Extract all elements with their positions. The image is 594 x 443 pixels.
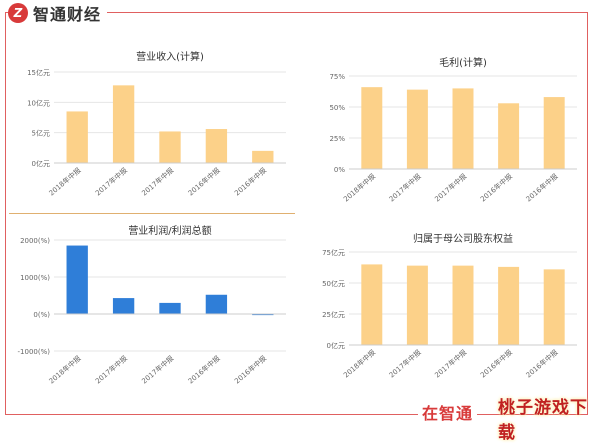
operating-profit-chart: 营业利润/利润总额 -1000(%) 0(%) 1000(%) 2000(%) 2018年…: [10, 220, 295, 390]
bar: [498, 266, 520, 345]
bar: [159, 131, 181, 163]
x-tick-label: 2018年中报: [47, 354, 83, 386]
panel-divider: [9, 213, 295, 214]
chart-title: 毛利(计算): [439, 56, 487, 69]
bar: [159, 302, 181, 314]
bar: [361, 87, 383, 169]
bar: [66, 111, 88, 163]
x-tick-label: 2017年中报: [93, 354, 129, 386]
bar: [543, 97, 565, 169]
y-tick-label: 0%: [334, 166, 345, 174]
x-tick-label: 2017年中报: [93, 166, 129, 198]
gross-margin-chart: 毛利(计算) 0% 25% 50% 75% 2018年中报 2017年中报 2017年中报 20…: [305, 52, 585, 212]
y-tick-label: 50亿元: [322, 279, 345, 288]
brand-logo: Z 智通财经: [8, 2, 108, 24]
y-tick-label: 10亿元: [27, 98, 50, 107]
bar: [112, 85, 135, 163]
bar: [205, 294, 228, 314]
x-tick-label: 2017年中报: [433, 172, 469, 204]
bar: [498, 103, 520, 169]
y-tick-label: 0亿元: [32, 159, 50, 168]
bar: [406, 89, 428, 169]
y-tick-label: 0亿元: [327, 341, 345, 350]
bar: [406, 265, 428, 345]
x-tick-label: 2016年中报: [233, 166, 269, 198]
x-tick-label: 2016年中报: [233, 354, 269, 386]
x-tick-label: 2016年中报: [186, 354, 222, 386]
brand-logo-icon: Z: [8, 3, 28, 23]
bar: [543, 269, 565, 345]
y-tick-label: 15亿元: [27, 68, 50, 77]
operating-profit-chart-svg: 营业利润/利润总额 -1000(%) 0(%) 1000(%) 2000(%) 2018年…: [18, 224, 286, 386]
watermark-text: 桃子游戏下载: [498, 398, 588, 443]
y-tick-label: 75亿元: [322, 248, 345, 257]
x-tick-label: 2017年中报: [433, 348, 469, 380]
equity-chart-svg: 归属于母公司股东权益 0亿元 25亿元 50亿元 75亿元 2018年中报 2017年中报 2…: [322, 232, 577, 380]
x-tick-label: 2016年中报: [524, 348, 560, 380]
y-tick-label: 50%: [329, 104, 345, 112]
chart-title: 营业收入(计算): [136, 50, 204, 63]
x-tick-label: 2017年中报: [387, 172, 423, 204]
x-tick-label: 2017年中报: [140, 166, 176, 198]
x-tick-label: 2017年中报: [387, 348, 423, 380]
x-tick-label: 2018年中报: [342, 172, 378, 204]
bar: [205, 129, 228, 163]
x-tick-label: 2017年中报: [140, 354, 176, 386]
y-tick-label: 2000(%): [20, 237, 50, 245]
bar: [361, 264, 383, 345]
bar: [66, 245, 88, 314]
bar: [112, 298, 135, 314]
y-tick-label: 25%: [329, 135, 345, 143]
x-tick-label: 2016年中报: [478, 172, 514, 204]
x-tick-label: 2016年中报: [478, 348, 514, 380]
chart-title: 营业利润/利润总额: [128, 224, 211, 237]
y-tick-label: 0(%): [33, 311, 50, 319]
footer-slogan: 在智通: [418, 400, 478, 424]
y-tick-label: -1000(%): [18, 348, 51, 356]
y-tick-label: 1000(%): [20, 274, 50, 282]
bar: [252, 150, 274, 163]
x-tick-label: 2016年中报: [186, 166, 222, 198]
x-tick-label: 2018年中报: [47, 166, 83, 198]
chart-title: 归属于母公司股东权益: [413, 232, 513, 245]
bar: [452, 88, 474, 169]
y-tick-label: 25亿元: [322, 310, 345, 319]
y-tick-label: 75%: [329, 73, 345, 81]
x-tick-label: 2018年中报: [342, 348, 378, 380]
bar: [252, 314, 274, 316]
gross-margin-chart-svg: 毛利(计算) 0% 25% 50% 75% 2018年中报 2017年中报 2017年中报 20…: [329, 56, 577, 204]
revenue-chart-svg: 营业收入(计算) 0亿元 5亿元 10亿元 15亿元 2018年中报 2017年中报 2017…: [27, 50, 286, 198]
bar: [452, 265, 474, 345]
equity-chart: 归属于母公司股东权益 0亿元 25亿元 50亿元 75亿元 2018年中报 2017年中报 2…: [305, 228, 585, 390]
y-tick-label: 5亿元: [32, 129, 50, 138]
revenue-chart: 营业收入(计算) 0亿元 5亿元 10亿元 15亿元 2018年中报 2017年中报 2017…: [10, 46, 295, 206]
x-tick-label: 2016年中报: [524, 172, 560, 204]
brand-name: 智通财经: [33, 5, 102, 24]
